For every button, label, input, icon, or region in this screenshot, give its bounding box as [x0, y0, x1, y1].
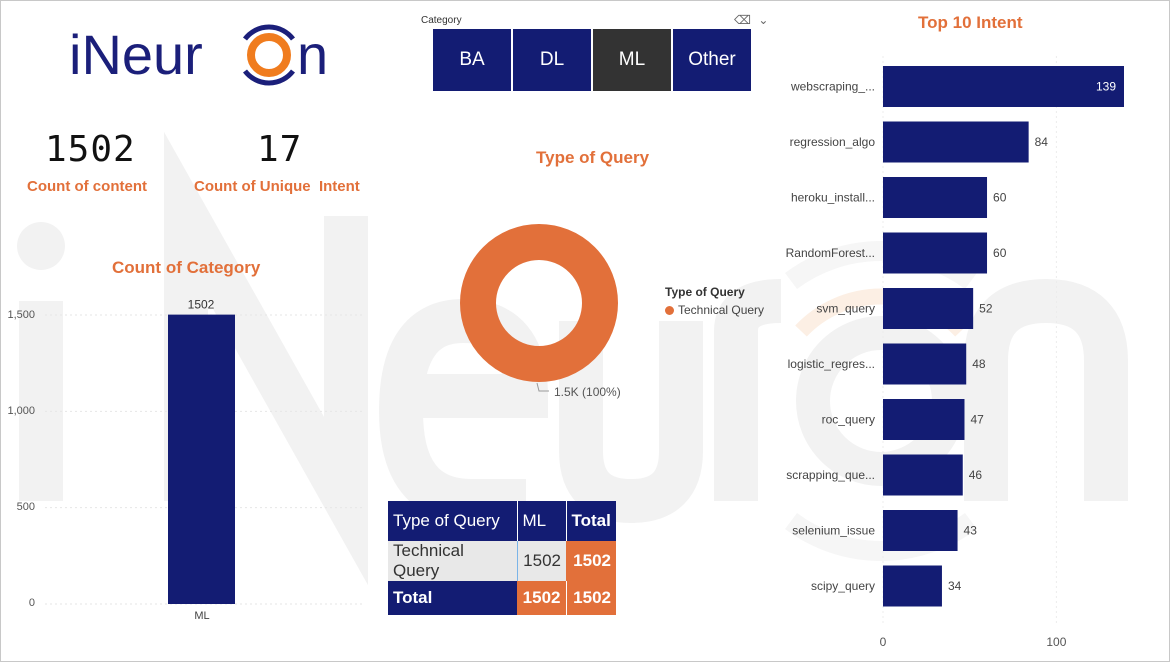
query-matrix-table: Type of Query ML Total Technical Query 1… [388, 501, 616, 615]
row-label-technical-query[interactable]: Technical Query [388, 541, 518, 581]
intent-bar-value: 52 [979, 302, 993, 316]
header-total[interactable]: Total [566, 501, 616, 541]
top-intent-chart-title: Top 10 Intent [918, 13, 1023, 32]
intent-bar-value: 48 [972, 357, 986, 371]
intent-bar-value: 47 [970, 413, 984, 427]
bar-data-label: 1502 [188, 298, 215, 312]
x-tick-label: 0 [880, 635, 887, 649]
header-ml[interactable]: ML [517, 501, 567, 541]
intent-bar-value: 60 [993, 246, 1007, 260]
kpi-unique-intent: 17 [257, 129, 303, 170]
table-header-row: Type of Query ML Total [388, 501, 616, 541]
x-tick-label: ML [194, 610, 209, 622]
donut-legend-title: Type of Query [665, 285, 745, 299]
slicer-option-ml[interactable]: ML [593, 29, 671, 91]
row-label-total: Total [388, 581, 517, 615]
query-type-donut-chart: 1.5K (100%) [460, 224, 621, 399]
y-tick-1000: 1,000 [7, 405, 35, 417]
query-type-chart-title: Type of Query [536, 148, 650, 167]
intent-bar[interactable] [883, 66, 1124, 107]
intent-bar-value: 139 [1096, 80, 1116, 94]
y-tick-500: 500 [16, 501, 35, 513]
intent-bar[interactable] [883, 454, 963, 496]
eraser-icon[interactable]: ⌫ [734, 13, 751, 27]
top-intent-bar-chart: 0 100 webscraping_... 139 regression_algo 84 h… [786, 56, 1124, 649]
svg-text:n: n [297, 23, 328, 86]
cell-technical-ml[interactable]: 1502 [517, 541, 566, 581]
intent-category-label: heroku_install... [791, 191, 875, 205]
legend-item-label: Technical Query [678, 303, 765, 317]
kpi-content-label: Count of content [27, 178, 147, 195]
logo-text: iNeuron [69, 27, 251, 87]
intent-bar[interactable] [883, 232, 988, 274]
legend-dot-icon [665, 305, 674, 315]
intent-category-label: scrapping_que... [786, 468, 875, 482]
table-total-row: Total 1502 1502 [388, 581, 616, 615]
cell-total-ml: 1502 [517, 581, 567, 615]
intent-category-label: scipy_query [811, 579, 875, 593]
kpi-content-count: 1502 [45, 129, 136, 170]
intent-bar[interactable] [883, 399, 965, 440]
x-tick-label: 100 [1046, 635, 1066, 649]
intent-bar[interactable] [883, 177, 988, 218]
intent-category-label: roc_query [822, 413, 875, 427]
header-type-of-query[interactable]: Type of Query [388, 501, 518, 541]
donut-leader-line [536, 382, 549, 392]
svg-text:iNeur: iNeur [69, 23, 203, 86]
intent-bar[interactable] [883, 510, 958, 551]
donut-slice-technical-query[interactable] [460, 224, 618, 382]
category-slicer-title: Category [421, 15, 462, 26]
intent-bar-value: 84 [1035, 135, 1049, 149]
ineuron-logo-mark: iNeur n [69, 23, 328, 86]
intent-bar-value: 43 [964, 524, 978, 538]
intent-category-label: RandomForest... [786, 246, 875, 260]
kpi-unique-intent-label: Count of Unique Intent [194, 178, 360, 195]
y-tick-0: 0 [28, 597, 35, 609]
category-chart-title: Count of Category [112, 258, 261, 277]
category-bar-chart: 1502 ML [45, 298, 363, 622]
slicer-option-dl[interactable]: DL [513, 29, 591, 91]
cell-total-total: 1502 [566, 581, 616, 615]
y-tick-1500: 1,500 [7, 309, 35, 321]
donut-data-label: 1.5K (100%) [554, 385, 621, 399]
intent-bar-value: 46 [969, 468, 983, 482]
category-slicer: BA DL ML Other [433, 29, 751, 91]
intent-category-label: logistic_regres... [788, 357, 875, 371]
category-bar[interactable] [168, 314, 235, 604]
intent-bar[interactable] [883, 343, 967, 385]
chevron-down-icon[interactable]: ⌄ [758, 13, 769, 27]
slicer-controls: ⌫ ⌄ [734, 13, 768, 27]
intent-category-label: selenium_issue [792, 524, 875, 538]
intent-bar[interactable] [883, 121, 1029, 163]
intent-category-label: svm_query [816, 302, 875, 316]
intent-category-label: webscraping_... [790, 80, 875, 94]
table-row: Technical Query 1502 1502 [388, 541, 616, 581]
ineuron-logo: iNeuron iNeur n [69, 17, 344, 91]
intent-bar[interactable] [883, 565, 942, 607]
cell-technical-total[interactable]: 1502 [566, 541, 616, 581]
donut-legend-item[interactable]: Technical Query [665, 303, 764, 317]
intent-bar[interactable] [883, 288, 974, 329]
slicer-option-other[interactable]: Other [673, 29, 751, 91]
intent-category-label: regression_algo [790, 135, 876, 149]
slicer-option-ba[interactable]: BA [433, 29, 511, 91]
intent-bar-value: 34 [948, 579, 962, 593]
intent-bar-value: 60 [993, 191, 1007, 205]
